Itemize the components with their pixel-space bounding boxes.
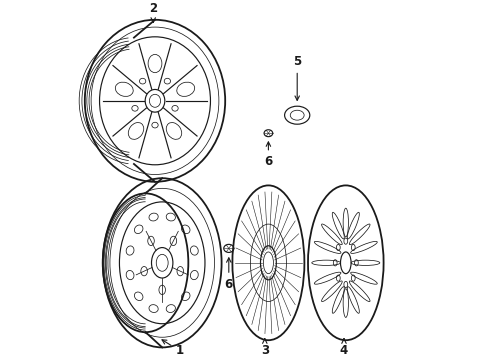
Text: 3: 3 (261, 339, 269, 357)
Text: 6: 6 (264, 142, 272, 168)
Text: 1: 1 (162, 340, 184, 357)
Text: 2: 2 (149, 3, 157, 22)
Text: 6: 6 (225, 258, 233, 291)
Text: 5: 5 (293, 55, 301, 100)
Text: 4: 4 (340, 339, 348, 357)
